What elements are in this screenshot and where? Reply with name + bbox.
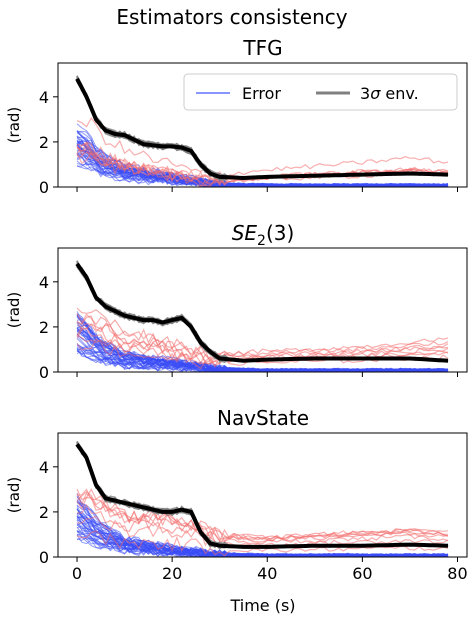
y-tick-label: 4 [39, 88, 49, 107]
legend-error-label: Error [242, 84, 281, 103]
legend-envelope-label: 3σ env. [360, 84, 419, 103]
y-tick-label: 4 [39, 458, 49, 477]
envelope-main-line [75, 77, 449, 181]
panel-2-title-sub: 2 [257, 233, 266, 249]
x-tick-label: 40 [257, 564, 277, 583]
x-tick-label: 80 [447, 564, 467, 583]
panel-1: 0 2 4 (rad) [5, 62, 468, 197]
envelope-main-line [75, 443, 449, 549]
axes-frame [57, 247, 468, 373]
nees-line [76, 492, 449, 542]
y-tick-label: 0 [39, 178, 49, 197]
y-tick-label: 0 [39, 548, 49, 567]
error-line [76, 347, 448, 372]
y-axis-label: (rad) [5, 292, 23, 329]
panel-3-title: NavState [217, 406, 309, 430]
panel-2: 0 2 4 (rad) [5, 247, 468, 382]
panel-2-title: SE2(3) [232, 221, 295, 249]
y-tick-label: 2 [39, 133, 49, 152]
x-tick-label: 0 [72, 564, 82, 583]
legend-sigma-prefix: 3 [360, 84, 370, 103]
axes-frame [57, 432, 468, 558]
nees-line [76, 491, 449, 541]
y-tick-label: 2 [39, 503, 49, 522]
y-tick-label: 0 [39, 363, 49, 382]
panel-1-title: TFG [242, 36, 282, 60]
y-axis-label: (rad) [5, 477, 23, 514]
plot-area [75, 260, 449, 372]
panel-2-title-tail: (3) [266, 221, 294, 245]
nees-line [76, 313, 449, 361]
nees-line [76, 503, 449, 546]
nees-line [76, 488, 449, 543]
x-tick-label: 20 [162, 564, 182, 583]
y-axis-label: (rad) [5, 107, 23, 144]
error-line [76, 509, 449, 557]
panel-2-title-main: SE [232, 221, 258, 245]
x-tick-label: 60 [352, 564, 372, 583]
nees-line [76, 116, 449, 180]
figure-title: Estimators consistency [116, 5, 347, 29]
envelope-main-line [75, 262, 449, 363]
axes-frame [57, 62, 468, 188]
y-tick-label: 2 [39, 318, 49, 337]
error-line [76, 348, 449, 372]
plot-area [75, 440, 449, 557]
legend-sigma-symbol: σ [370, 84, 381, 103]
nees-line [76, 322, 449, 365]
x-axis-label: Time (s) [229, 596, 295, 615]
legend: Error 3σ env. [183, 73, 458, 111]
nees-line [76, 307, 449, 361]
legend-sigma-suffix: env. [380, 84, 418, 103]
y-tick-label: 4 [39, 273, 49, 292]
nees-line [76, 530, 449, 557]
